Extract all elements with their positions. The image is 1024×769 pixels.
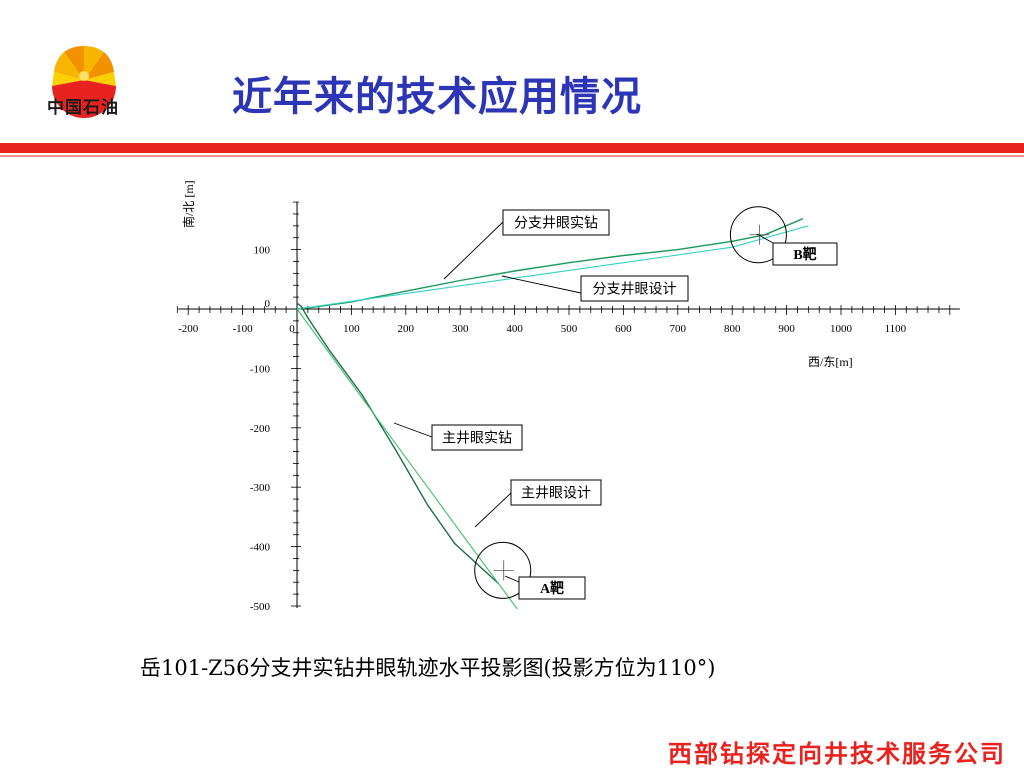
series-label: A靶 [540, 580, 564, 597]
x-tick-label: 900 [778, 323, 795, 335]
callout-leader [504, 575, 520, 583]
callout-box [580, 275, 689, 302]
y-tick-label: -100 [250, 363, 271, 375]
x-tick-label: 700 [670, 323, 687, 335]
y-axis-label: 南/北 [m] [181, 180, 196, 228]
callout-leader [474, 492, 512, 528]
x-tick-label: 0 [289, 323, 295, 335]
y-tick-label: -400 [250, 542, 271, 554]
x-tick-label: 300 [452, 323, 469, 335]
callout-box [772, 242, 838, 266]
series-label: 主井眼设计 [521, 486, 591, 502]
logo-text: 中国石油 [47, 98, 119, 118]
callout-leader [501, 275, 582, 294]
series-line [296, 218, 804, 310]
series-label: B靶 [793, 246, 816, 263]
y-tick-label: -200 [250, 423, 271, 435]
callout-box [518, 576, 586, 600]
callout-leader [393, 422, 433, 438]
series-line [296, 308, 518, 610]
x-tick-label: 200 [398, 323, 415, 335]
x-tick-label: 400 [506, 323, 523, 335]
x-tick-label: -200 [178, 323, 199, 335]
series-label: 分支井眼实钻 [514, 216, 598, 232]
header-divider-thin [0, 155, 1024, 157]
y-tick-label: -300 [250, 482, 271, 494]
company-footer: 西部钻探定向井技术服务公司 [668, 739, 1006, 768]
x-tick-label: 100 [343, 323, 360, 335]
target-circle [729, 206, 787, 264]
chart-caption: 岳101-Z56分支井实钻井眼轨迹水平投影图(投影方位为110°) [140, 656, 716, 680]
header-divider [0, 143, 1024, 153]
series-label: 分支井眼设计 [593, 282, 677, 298]
chart-axes: -200 -100 0 100 200 300 400 500 600 700 800 900 1000… [176, 201, 960, 613]
x-tick-label: 600 [615, 323, 632, 335]
x-tick-label: 1100 [885, 323, 907, 335]
callout-leader [756, 233, 774, 244]
series-line [296, 225, 809, 310]
x-tick-label: 500 [561, 323, 578, 335]
chart-series [296, 206, 809, 610]
cnpc-logo [52, 45, 116, 118]
callout-box [502, 209, 610, 236]
y-tick-label: -500 [250, 601, 271, 613]
x-tick-label: -100 [233, 323, 254, 335]
x-tick-label: 800 [724, 323, 741, 335]
x-tick-label: 1000 [830, 323, 853, 335]
y-tick-label: 0 [265, 298, 271, 310]
callout-leader [443, 221, 504, 280]
y-tick-label: 100 [254, 245, 271, 257]
series-label: 主井眼实钻 [442, 431, 512, 447]
callout-box [510, 479, 602, 506]
target-circle [474, 541, 532, 599]
x-axis-label: 西/东[m] [808, 355, 853, 369]
callout-box [431, 424, 523, 451]
page-title: 近年来的技术应用情况 [232, 74, 642, 120]
series-line [296, 302, 499, 584]
